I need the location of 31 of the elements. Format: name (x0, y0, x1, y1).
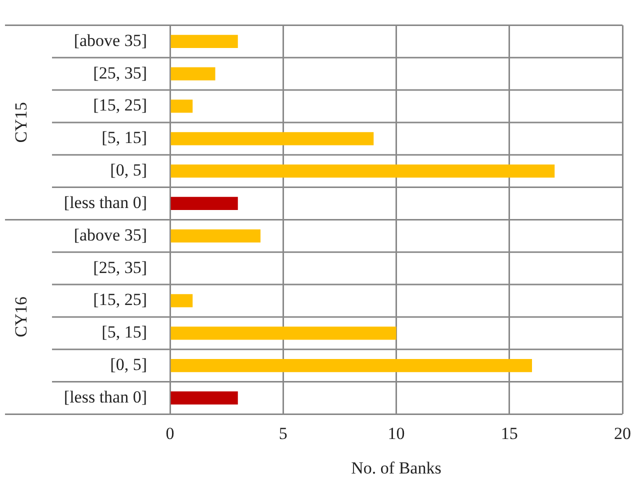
bar (170, 132, 374, 146)
bar (170, 326, 396, 340)
bar (170, 34, 238, 48)
y-tick-label: [0, 5] (110, 160, 147, 180)
y-tick-label: [less than 0] (64, 387, 147, 406)
y-tick-label: [0, 5] (110, 355, 147, 374)
bar (170, 196, 238, 210)
y-tick-label: [5, 15] (102, 128, 147, 148)
y-tick-label: [25, 35] (93, 258, 147, 277)
y-tick-label: [less than 0] (64, 192, 147, 212)
bar (170, 229, 260, 242)
bar (170, 294, 193, 308)
x-tick-label: 15 (500, 424, 518, 443)
y-tick-label: [5, 15] (102, 322, 147, 342)
x-tick-label: 0 (166, 424, 174, 443)
bar (170, 391, 238, 405)
x-tick-label: 10 (388, 424, 405, 443)
text: CY15 (11, 102, 30, 143)
y-tick-label: [15, 25] (93, 96, 147, 115)
bar (170, 359, 532, 372)
y-tick-label: [15, 25] (93, 290, 147, 310)
bar (170, 164, 555, 178)
x-axis-title: No. of Banks (351, 458, 442, 478)
text: CY16 (11, 296, 30, 338)
x-tick-label: 5 (278, 424, 288, 443)
bar (170, 100, 193, 113)
bar (170, 67, 216, 80)
y-tick-label: [25, 35] (93, 63, 147, 82)
x-tick-label: 20 (614, 424, 631, 443)
y-tick-label: [above 35] (74, 30, 147, 50)
y-tick-label: [above 35] (74, 225, 147, 244)
